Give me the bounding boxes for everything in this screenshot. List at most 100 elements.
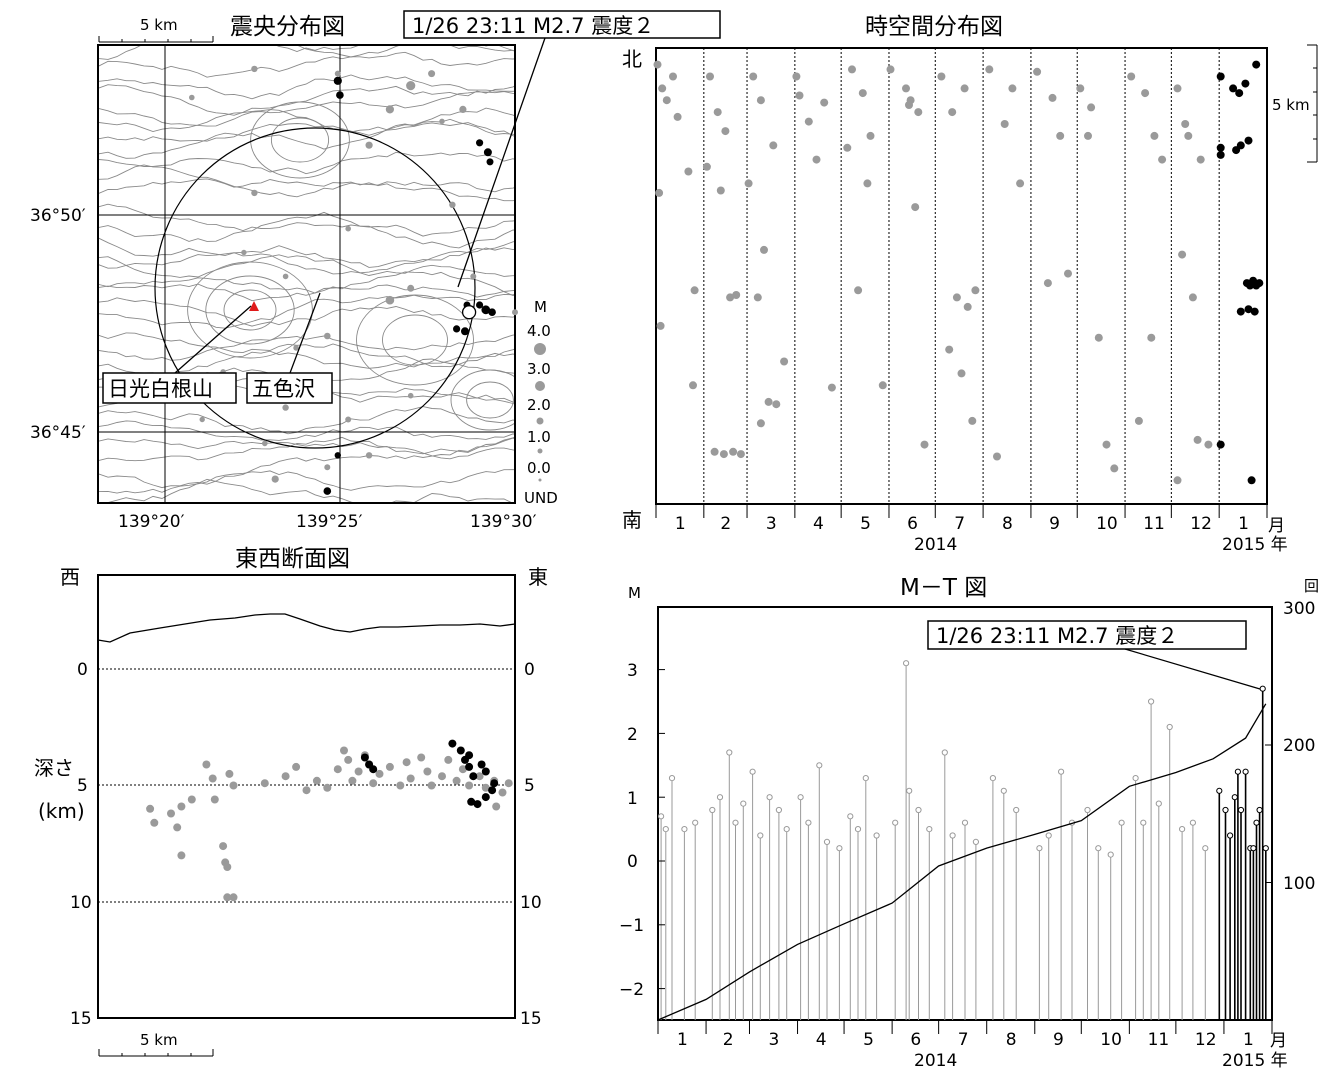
st-event-dot (795, 91, 804, 100)
hypocenter-dot (473, 800, 482, 809)
epicenter-dot (449, 201, 456, 208)
epicenter-dot (365, 141, 373, 149)
st-event-dot (848, 65, 856, 74)
epicenter-dot (428, 70, 436, 78)
map-scale-bar: 5 km (98, 16, 214, 43)
st-event-dot (1147, 333, 1156, 342)
st-event-dot (952, 293, 961, 302)
mt-count-tick-200: 200 (1283, 736, 1315, 756)
hypocenter-dot (210, 795, 219, 804)
epicenter-dot (512, 309, 518, 316)
st-month-label: 1 (1238, 514, 1249, 534)
mt-year-2015: 2015 年 (1222, 1051, 1288, 1071)
st-event-dot (1204, 440, 1213, 449)
hypocenter-dot (312, 776, 321, 785)
mt-stem-head (749, 768, 756, 775)
mt-stem-head (726, 749, 733, 756)
hypocenter-dot (340, 746, 348, 755)
st-event-dot (1000, 120, 1009, 128)
hypocenter-dot (167, 809, 175, 818)
st-event-dot (655, 188, 664, 197)
mt-stem-head (757, 832, 764, 839)
contour-line (98, 51, 515, 78)
st-event-dot (1196, 155, 1205, 164)
hypocenter-dot (448, 739, 457, 748)
st-title: 時空間分布図 (865, 14, 1003, 40)
st-event-dot (1110, 464, 1119, 473)
epicenter-dot (483, 148, 492, 157)
mt-count-tick-100: 100 (1283, 874, 1315, 894)
epicenter-dot (324, 332, 331, 340)
st-month-label: 5 (860, 514, 871, 534)
st-event-dot (858, 89, 867, 98)
st-event-dot (772, 400, 781, 409)
epicenter-dot (470, 273, 477, 280)
map-frame (97, 44, 516, 504)
contour-line (98, 118, 515, 159)
st-event-dot (764, 397, 773, 406)
st-event-dot (920, 440, 929, 449)
st-event-dot (971, 286, 980, 295)
ew-tick-left-0: 0 (77, 660, 88, 680)
target-circle (154, 127, 476, 449)
hypocenter-dot (444, 755, 453, 764)
lon-label-1: 139°20′ (118, 512, 185, 532)
ew-topography-line (97, 613, 516, 643)
epicenter-dot (407, 392, 414, 399)
contour-line (98, 91, 515, 127)
contour-line (98, 164, 515, 198)
hypocenter-dot (402, 758, 411, 767)
mt-stem-head (1013, 806, 1020, 814)
st-event-dot (1216, 150, 1225, 159)
st-event-dot (1043, 279, 1052, 288)
hypocenter-dot (202, 760, 211, 769)
st-event-dot (827, 383, 836, 392)
contour-line (98, 203, 515, 249)
contour-ring (187, 261, 313, 359)
ew-ylabel-2: (km) (38, 799, 85, 823)
st-event-dot (689, 381, 697, 390)
st-event-dot (792, 72, 801, 81)
ew-tick-left-10: 10 (70, 893, 92, 913)
mt-stem-head (658, 813, 665, 820)
mt-stem-head (961, 819, 969, 826)
mt-m-tick-3: 3 (627, 661, 638, 681)
map-scale-label: 5 km (140, 16, 178, 34)
st-event-dot (1016, 179, 1025, 188)
epicenter-dot (293, 345, 299, 351)
st-event-dot (812, 155, 821, 164)
st-event-dot (937, 72, 946, 81)
st-event-dot (1087, 103, 1096, 112)
hypocenter-dot (375, 769, 384, 778)
st-event-dot (658, 84, 667, 93)
st-event-dot (1064, 269, 1072, 278)
place-leader-line (289, 292, 321, 374)
mt-stem-head (692, 819, 699, 826)
mt-stem-head (797, 794, 804, 801)
contour-line (98, 151, 515, 175)
hypocenter-dot (477, 760, 486, 769)
ew-tick-right-10: 10 (520, 893, 542, 913)
epicenter-dot (334, 70, 341, 77)
ew-scale-bar: 5 km (98, 1031, 214, 1057)
st-event-dot (914, 108, 923, 117)
epicenter-dot (345, 225, 352, 232)
mt-stem-head (972, 838, 980, 846)
lat-label-1: 36°50′ (30, 206, 86, 226)
ew-west-label: 西 (60, 565, 80, 589)
mt-stem-head (989, 775, 997, 782)
st-event-dot (1134, 416, 1143, 425)
contour-line (98, 436, 515, 455)
st-event-dot (1229, 84, 1238, 93)
st-event-dot (993, 452, 1001, 461)
st-event-dot (854, 286, 863, 295)
mt-month-label: 8 (1006, 1030, 1017, 1050)
hypocenter-dot (208, 774, 217, 783)
st-event-dot (985, 65, 994, 74)
epicenter-dot (262, 440, 268, 447)
mt-left-axis-label: M (628, 584, 641, 602)
hypocenter-dot (292, 762, 301, 771)
st-event-dot (1150, 131, 1159, 140)
place-label: 五色沢 (252, 377, 315, 401)
st-event-dot (729, 447, 738, 456)
